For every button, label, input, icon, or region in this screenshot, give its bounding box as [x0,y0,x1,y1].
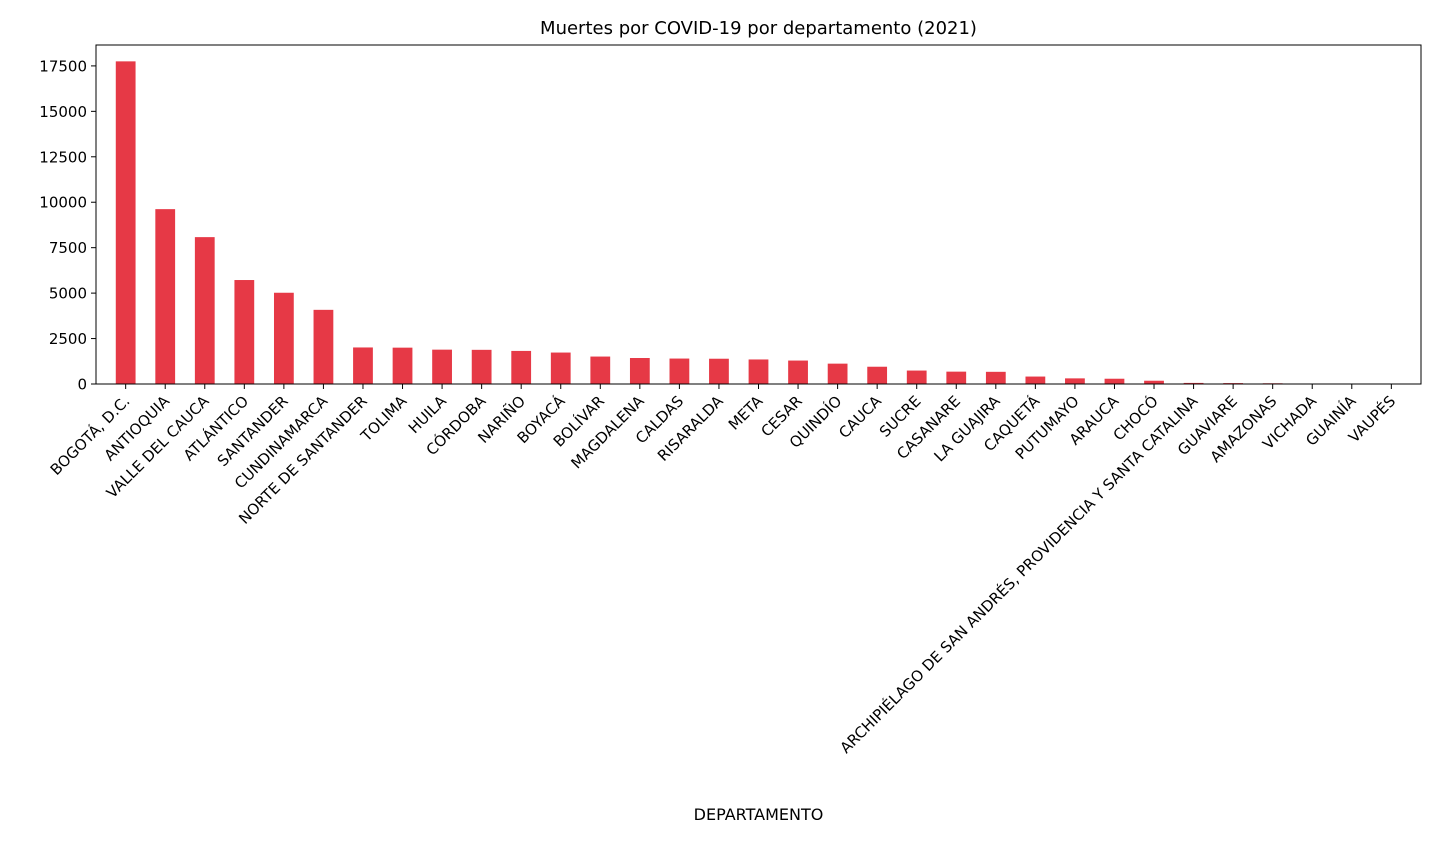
bar [1025,377,1045,384]
bars-group [116,61,1401,384]
bar [234,280,254,384]
bar [353,347,373,384]
y-tick-label: 17500 [39,57,87,75]
bar [1065,378,1085,384]
y-tick-label: 7500 [49,239,87,257]
x-axis-label: DEPARTAMENTO [694,805,824,824]
bar [511,351,531,384]
bar [314,310,334,384]
bar [630,358,650,384]
bar [116,61,136,384]
bar [986,372,1006,384]
bar [472,350,492,384]
y-tick-label: 0 [77,376,87,394]
y-tick-label: 2500 [49,330,87,348]
y-axis: 0 2500 5000 7500 10000 12500 15000 17500 [39,57,96,393]
bar [907,371,927,384]
bar [946,372,966,384]
bar [867,367,887,384]
bar [1105,379,1125,384]
bar [195,237,215,384]
bar [749,359,769,384]
y-tick-label: 10000 [39,194,87,212]
bar [551,353,571,384]
y-tick-label: 5000 [49,285,87,303]
chart-title: Muertes por COVID-19 por departamento (2… [540,18,977,39]
plot-frame [96,45,1421,384]
bar [274,293,294,384]
bar [670,359,690,384]
y-tick-label: 12500 [39,148,87,166]
bar [828,364,848,384]
bar [393,348,413,384]
bar [155,209,175,384]
x-tick-label: CAUCA [835,392,885,442]
bar [590,357,610,384]
y-tick-label: 15000 [39,103,87,121]
bar [788,361,808,384]
bar [432,350,452,384]
bar [709,359,729,384]
